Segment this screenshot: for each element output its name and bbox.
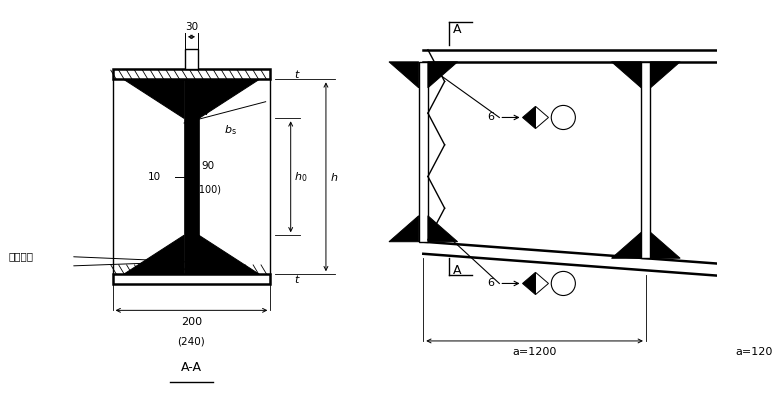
Bar [418,62,428,242]
Text: $t$: $t$ [294,68,301,80]
Polygon shape [536,272,548,294]
Bar [185,49,198,69]
Polygon shape [536,106,548,128]
Polygon shape [428,62,458,88]
Text: ②: ② [559,278,567,288]
Bar [184,80,199,274]
Text: 6: 6 [487,112,494,122]
Text: 6: 6 [487,278,494,288]
Text: 30: 30 [185,22,198,32]
Polygon shape [199,80,259,118]
Polygon shape [611,62,642,88]
Text: $t$: $t$ [294,273,301,285]
Polygon shape [428,216,458,242]
Text: A: A [453,264,462,277]
Text: $h_0$: $h_0$ [294,170,308,184]
Text: 200: 200 [181,317,202,327]
Polygon shape [523,272,536,294]
Polygon shape [651,62,680,88]
Bar [113,69,270,80]
Text: A-A: A-A [181,361,202,374]
Text: 刨平抵緊: 刨平抵緊 [8,252,34,262]
Text: 90: 90 [201,161,215,171]
Text: a=1200: a=1200 [735,348,772,358]
Text: ①: ① [559,112,567,122]
Text: 10: 10 [147,172,161,182]
Polygon shape [124,235,184,274]
Bar [113,274,270,284]
Polygon shape [651,232,680,258]
Text: A: A [453,23,462,36]
Circle shape [551,272,575,296]
Text: (240): (240) [178,336,205,346]
Circle shape [551,106,575,130]
Text: 50: 50 [210,92,220,106]
Polygon shape [199,235,259,274]
Polygon shape [124,80,184,118]
Polygon shape [389,216,418,242]
Text: $b_{\rm s}$: $b_{\rm s}$ [224,123,237,137]
Polygon shape [611,232,642,258]
Text: $h$: $h$ [330,171,338,183]
Bar [642,62,651,258]
Text: a=1200: a=1200 [513,348,557,358]
Polygon shape [389,62,418,88]
Polygon shape [523,106,536,128]
Text: (100): (100) [195,185,221,195]
